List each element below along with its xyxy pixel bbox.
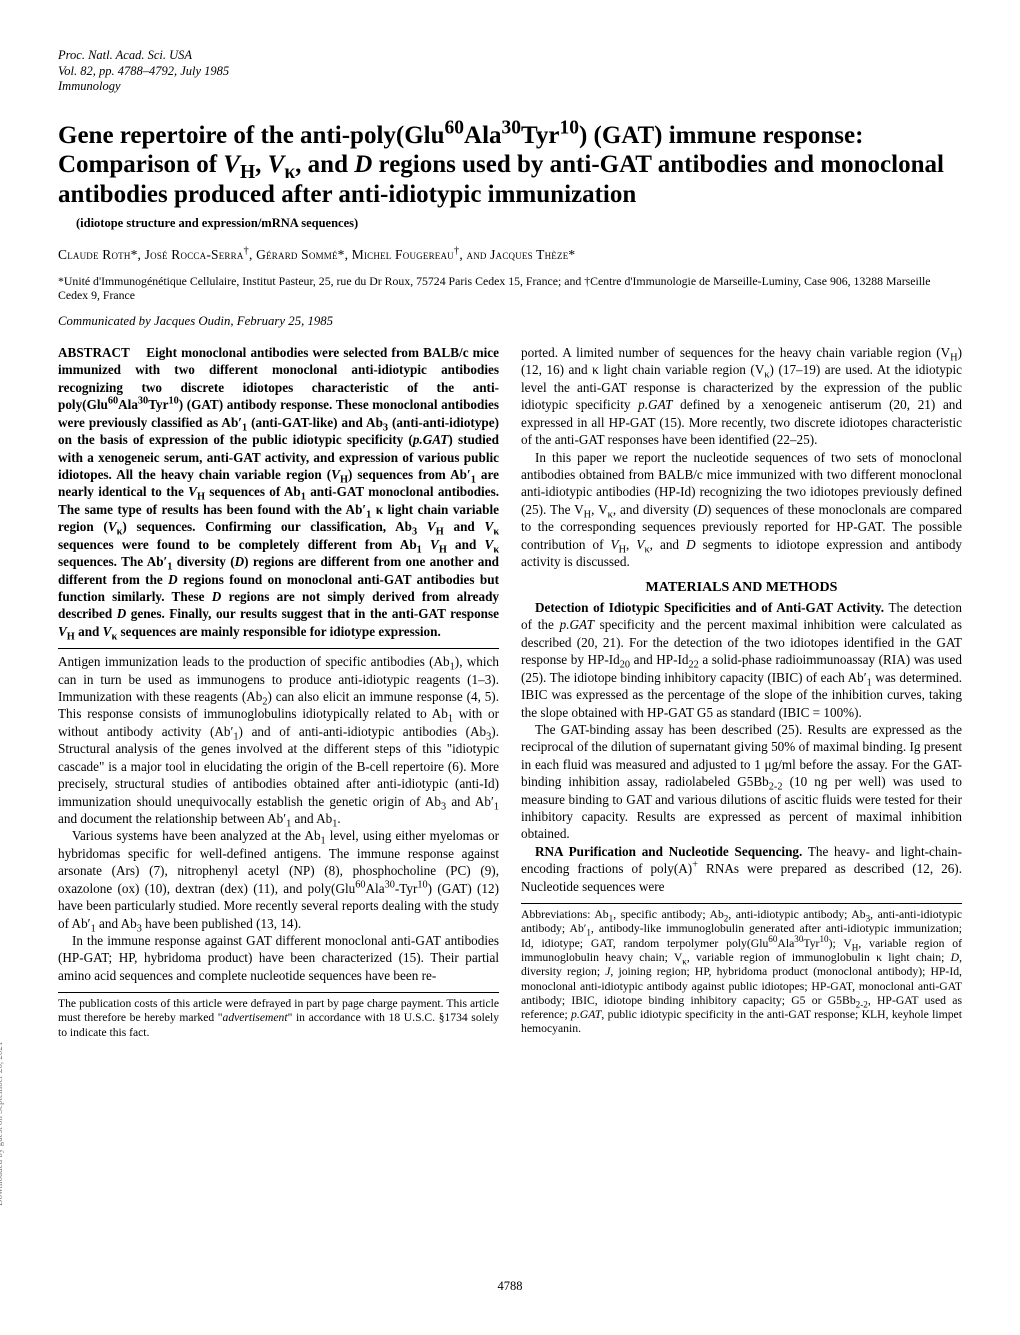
col2-paragraph-1: ported. A limited number of sequences fo… [521, 344, 962, 449]
download-watermark: Downloaded by guest on September 26, 202… [0, 1042, 6, 1206]
mm-paragraph-1-body: The detection of the p.GAT specificity a… [521, 600, 962, 720]
journal-section: Immunology [58, 79, 962, 95]
intro-paragraph-3: In the immune response against GAT diffe… [58, 932, 499, 984]
journal-name: Proc. Natl. Acad. Sci. USA [58, 48, 962, 64]
body-two-column: ABSTRACT Eight monoclonal antibodies wer… [58, 344, 962, 1268]
authors-line: Claude Roth*, José Rocca-Serra†, Gérard … [58, 246, 962, 264]
mm-paragraph-1: Detection of Idiotypic Specificities and… [521, 599, 962, 721]
footnote-rule [58, 992, 499, 993]
page-charge-footnote: The publication costs of this article we… [58, 997, 499, 1039]
intro-paragraph-2: Various systems have been analyzed at th… [58, 827, 499, 932]
affiliations-line: *Unité d'Immunogénétique Cellulaire, Ins… [58, 274, 962, 303]
abstract-text: Eight monoclonal antibodies were selecte… [58, 345, 499, 639]
abstract-label: ABSTRACT [58, 345, 130, 360]
divider-rule [58, 648, 499, 649]
communicated-line: Communicated by Jacques Oudin, February … [58, 313, 962, 330]
abstract-paragraph: ABSTRACT Eight monoclonal antibodies wer… [58, 344, 499, 640]
journal-header: Proc. Natl. Acad. Sci. USA Vol. 82, pp. … [58, 48, 962, 95]
abbreviations-block: Abbreviations: Ab1, specific antibody; A… [521, 908, 962, 1036]
abbrev-rule [521, 903, 962, 904]
mm-paragraph-2: The GAT-binding assay has been described… [521, 721, 962, 843]
keywords-line: (idiotope structure and expression/mRNA … [76, 215, 962, 232]
journal-volume: Vol. 82, pp. 4788–4792, July 1985 [58, 64, 962, 80]
mm-paragraph-3: RNA Purification and Nucleotide Sequenci… [521, 843, 962, 895]
materials-methods-heading: MATERIALS AND METHODS [521, 579, 962, 597]
page-number: 4788 [58, 1278, 962, 1295]
mm-subsection-2-lead: RNA Purification and Nucleotide Sequenci… [535, 844, 802, 859]
article-title: Gene repertoire of the anti-poly(Glu60Al… [58, 121, 962, 210]
col2-paragraph-2: In this paper we report the nucleotide s… [521, 449, 962, 571]
mm-subsection-1-lead: Detection of Idiotypic Specificities and… [535, 600, 884, 615]
intro-paragraph-1: Antigen immunization leads to the produc… [58, 653, 499, 827]
